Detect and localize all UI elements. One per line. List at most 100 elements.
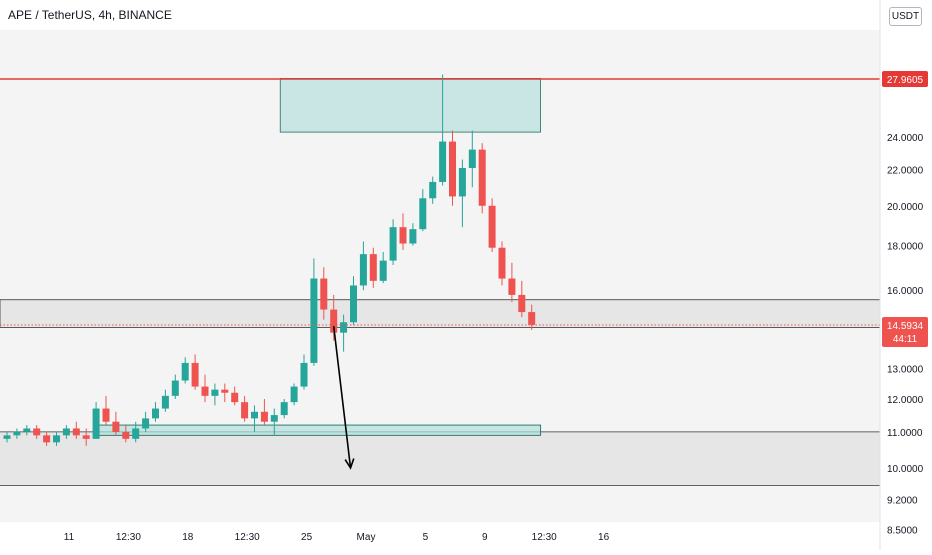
candle (478, 143, 486, 214)
candle (241, 395, 249, 422)
y-tick-label: 20.0000 (887, 202, 924, 213)
candle-body (369, 254, 377, 281)
x-tick-label: 16 (598, 532, 610, 543)
candle (102, 395, 110, 426)
candle (488, 198, 496, 252)
candle-body (62, 428, 70, 436)
current-price-label: 14.5934 (887, 321, 924, 332)
candle (72, 421, 80, 439)
candle-body (112, 421, 120, 432)
candle-body (13, 431, 21, 436)
candle (419, 189, 427, 232)
candle (43, 431, 51, 446)
candle (181, 357, 189, 384)
candle (171, 374, 179, 399)
y-tick-label: 24.0000 (887, 133, 924, 144)
candle-body (350, 285, 357, 323)
candle (251, 405, 258, 432)
candle (429, 176, 437, 204)
candle-body (379, 260, 387, 281)
y-tick-label: 10.0000 (887, 464, 924, 475)
candle (92, 402, 100, 439)
x-tick-label: 5 (423, 532, 429, 543)
candle-body (488, 205, 496, 248)
candle-body (152, 408, 159, 419)
candle-body (53, 435, 60, 443)
candle-body (221, 389, 229, 393)
candle (340, 314, 348, 352)
candle (260, 398, 268, 426)
y-tick-label: 18.0000 (887, 242, 924, 253)
candle (33, 425, 41, 439)
candle-body (439, 141, 447, 182)
candle-body (270, 415, 278, 422)
candle (231, 386, 239, 406)
y-tick-label: 11.0000 (887, 428, 923, 439)
candle-body (478, 149, 486, 206)
candle-body (449, 141, 456, 197)
candle (350, 276, 357, 325)
candle-body (43, 435, 51, 443)
candle-body (161, 395, 169, 409)
candle (112, 411, 120, 436)
candle (399, 213, 407, 250)
candle (359, 241, 367, 291)
y-tick-label: 8.5000 (887, 525, 918, 536)
candle (211, 383, 219, 406)
currency-selector[interactable]: USDT (889, 7, 922, 26)
candle (300, 354, 308, 390)
candle-body (241, 402, 249, 419)
time-axis-background (0, 522, 880, 550)
range-band (0, 299, 881, 328)
candle (142, 411, 150, 432)
candle-body (23, 428, 31, 432)
candle-body (181, 362, 189, 381)
candle-body (211, 389, 219, 396)
candle (191, 354, 199, 390)
candle (132, 421, 140, 443)
y-tick-label: 22.0000 (887, 166, 924, 177)
x-tick-label: 12:30 (532, 532, 557, 543)
candle-body (429, 181, 437, 199)
candle-body (251, 411, 258, 419)
candle-body (458, 167, 466, 197)
candle-body (82, 435, 90, 439)
candle (439, 74, 447, 186)
candle-body (132, 428, 140, 439)
resistance-price-badge (882, 71, 928, 88)
candle-body (409, 229, 417, 244)
candle (201, 374, 209, 403)
candle-body (72, 428, 80, 436)
x-tick-label: 9 (482, 532, 488, 543)
candle (449, 130, 456, 206)
candle-body (310, 278, 318, 363)
candle (23, 425, 31, 436)
candle (152, 402, 159, 422)
candle-body (171, 380, 179, 396)
y-tick-label: 13.0000 (887, 365, 924, 376)
candle (528, 304, 536, 331)
candle-body (260, 411, 268, 422)
current-price-badge (882, 316, 928, 347)
candle-body (528, 312, 536, 325)
x-tick-label: 12:30 (116, 532, 141, 543)
candle-body (508, 278, 516, 295)
candle-body (290, 386, 298, 403)
x-tick-label: 11 (64, 532, 75, 543)
x-tick-label: May (357, 532, 376, 543)
y-tick-label: 16.0000 (887, 286, 924, 297)
candle-body (3, 435, 11, 439)
candle-body (122, 431, 130, 439)
candle (3, 431, 11, 443)
candle (369, 247, 377, 288)
resistance-price-label: 27.9605 (887, 75, 924, 86)
candle (468, 130, 476, 188)
x-tick-label: 12:30 (235, 532, 260, 543)
candle (508, 262, 516, 303)
candle (62, 425, 70, 439)
candle-body (231, 392, 239, 403)
candle (161, 389, 169, 412)
candle (221, 383, 229, 403)
